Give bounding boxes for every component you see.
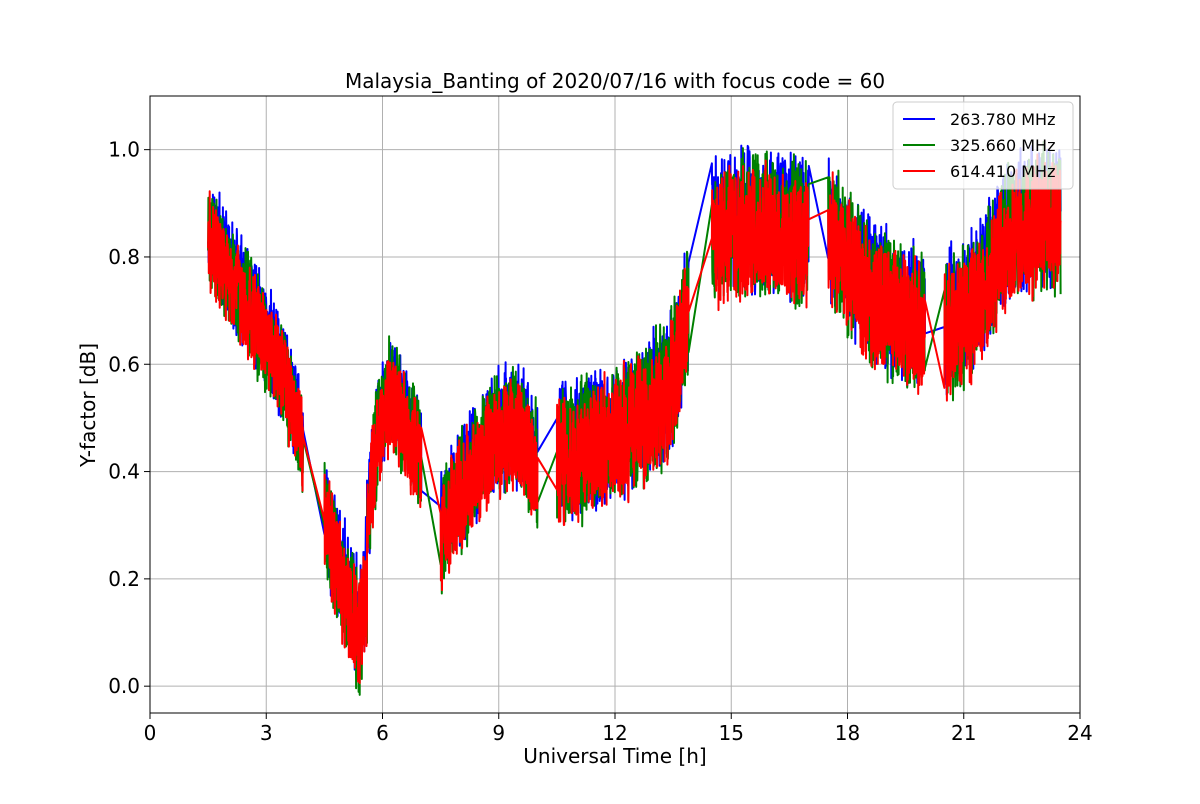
x-tick-label: 0 xyxy=(144,721,157,745)
x-tick-label: 12 xyxy=(602,721,627,745)
y-tick-label: 0.6 xyxy=(108,352,140,376)
y-tick-label: 1.0 xyxy=(108,138,140,162)
series-2 xyxy=(207,153,1062,685)
y-tick-label: 0.8 xyxy=(108,245,140,269)
x-tick-label: 3 xyxy=(260,721,273,745)
legend-label: 614.410 MHz xyxy=(950,162,1055,181)
legend-label: 325.660 MHz xyxy=(950,136,1055,155)
x-tick-label: 9 xyxy=(492,721,505,745)
y-tick-label: 0.4 xyxy=(108,460,140,484)
chart-title: Malaysia_Banting of 2020/07/16 with focu… xyxy=(345,69,885,93)
y-tick-label: 0.2 xyxy=(108,567,140,591)
axis-ticks: 0 3 6 9 12 15 18 21 24 0.0 0.2 0.4 0.6 0.8 1.0 xyxy=(108,138,1093,745)
data-series xyxy=(207,140,1062,696)
x-tick-label: 24 xyxy=(1067,721,1092,745)
legend-label: 263.780 MHz xyxy=(950,110,1055,129)
x-tick-label: 21 xyxy=(951,721,976,745)
series-line xyxy=(207,153,1062,685)
y-tick-label: 0.0 xyxy=(108,674,140,698)
x-tick-label: 6 xyxy=(376,721,389,745)
y-axis-label: Y-factor [dB] xyxy=(76,343,100,468)
x-tick-label: 15 xyxy=(719,721,744,745)
x-tick-label: 18 xyxy=(835,721,860,745)
legend: 263.780 MHz 325.660 MHz 614.410 MHz xyxy=(892,101,1074,190)
legend-box xyxy=(892,101,1074,190)
x-axis-label: Universal Time [h] xyxy=(523,744,706,768)
